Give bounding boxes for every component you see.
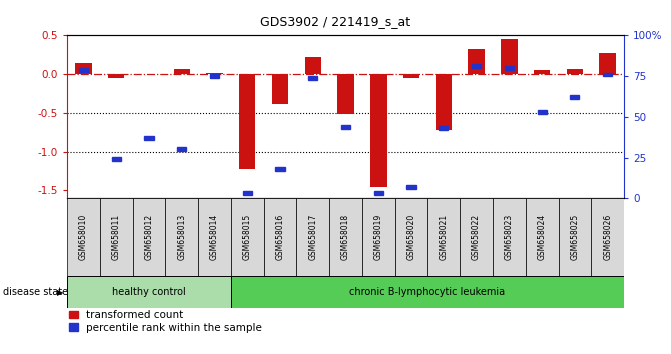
Bar: [231, 198, 264, 276]
Bar: [370, 74, 386, 187]
Bar: [440, 126, 448, 130]
Bar: [403, 74, 419, 78]
Bar: [407, 185, 415, 189]
Text: GSM658011: GSM658011: [112, 214, 121, 260]
Text: healthy control: healthy control: [112, 287, 186, 297]
Text: GSM658023: GSM658023: [505, 214, 514, 260]
Bar: [297, 198, 329, 276]
Text: GDS3902 / 221419_s_at: GDS3902 / 221419_s_at: [260, 15, 411, 28]
Bar: [501, 39, 517, 74]
Text: GSM658019: GSM658019: [374, 214, 383, 260]
Bar: [231, 276, 624, 308]
Text: GSM658026: GSM658026: [603, 214, 612, 260]
Bar: [272, 74, 289, 104]
Bar: [276, 167, 285, 171]
Bar: [79, 68, 88, 72]
Bar: [305, 57, 321, 74]
Text: GSM658025: GSM658025: [570, 214, 579, 260]
Bar: [67, 198, 100, 276]
Text: GSM658018: GSM658018: [341, 214, 350, 260]
Bar: [493, 198, 526, 276]
Bar: [177, 148, 187, 151]
Bar: [460, 198, 493, 276]
Bar: [338, 74, 354, 114]
Text: GSM658017: GSM658017: [308, 214, 317, 260]
Bar: [603, 73, 612, 76]
Bar: [198, 198, 231, 276]
Bar: [472, 64, 481, 68]
Text: GSM658012: GSM658012: [144, 214, 154, 260]
Bar: [174, 69, 190, 74]
Bar: [108, 74, 124, 78]
Bar: [427, 198, 460, 276]
Legend: transformed count, percentile rank within the sample: transformed count, percentile rank withi…: [69, 310, 262, 333]
Bar: [537, 110, 547, 114]
Text: GSM658014: GSM658014: [210, 214, 219, 260]
Bar: [100, 198, 133, 276]
Bar: [362, 198, 395, 276]
Bar: [264, 198, 297, 276]
Bar: [111, 157, 121, 161]
Bar: [67, 276, 231, 308]
Text: chronic B-lymphocytic leukemia: chronic B-lymphocytic leukemia: [350, 287, 505, 297]
Bar: [308, 76, 317, 80]
Bar: [505, 66, 514, 70]
Text: GSM658021: GSM658021: [440, 214, 448, 260]
Bar: [567, 69, 583, 74]
Bar: [133, 198, 165, 276]
Bar: [210, 74, 219, 78]
Text: GSM658022: GSM658022: [472, 214, 481, 260]
Text: disease state: disease state: [3, 287, 68, 297]
Bar: [526, 198, 558, 276]
Bar: [144, 136, 154, 140]
Text: GSM658024: GSM658024: [537, 214, 547, 260]
Bar: [591, 198, 624, 276]
Bar: [599, 53, 616, 74]
Bar: [329, 198, 362, 276]
Bar: [75, 63, 92, 74]
Text: ▶: ▶: [57, 287, 64, 297]
Bar: [395, 198, 427, 276]
Bar: [468, 48, 485, 74]
Bar: [374, 192, 383, 195]
Bar: [341, 125, 350, 129]
Text: GSM658013: GSM658013: [177, 214, 187, 260]
Bar: [165, 198, 198, 276]
Bar: [570, 95, 580, 99]
Bar: [435, 74, 452, 130]
Bar: [558, 198, 591, 276]
Bar: [239, 74, 256, 169]
Bar: [534, 70, 550, 74]
Text: GSM658015: GSM658015: [243, 214, 252, 260]
Text: GSM658010: GSM658010: [79, 214, 88, 260]
Bar: [243, 192, 252, 195]
Bar: [207, 73, 223, 74]
Text: GSM658020: GSM658020: [407, 214, 415, 260]
Text: GSM658016: GSM658016: [276, 214, 285, 260]
